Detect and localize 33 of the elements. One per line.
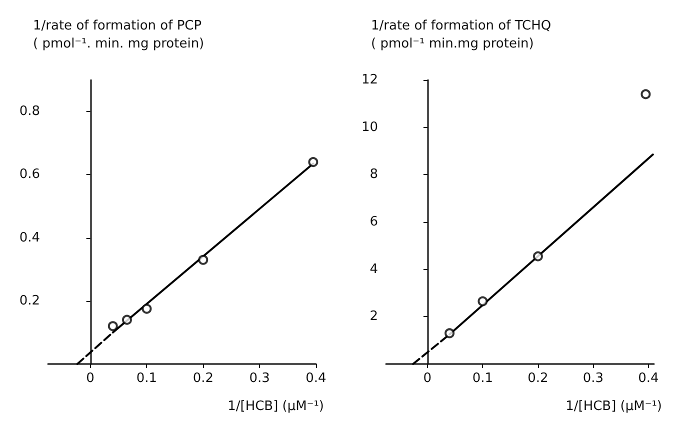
y-tick-label: 2 (370, 309, 378, 324)
x-tick-label: 0.1 (136, 371, 158, 386)
x-tick-label: 0.4 (306, 371, 326, 386)
x-tick-label: 0 (86, 371, 94, 386)
y-tick-label: 0.8 (19, 104, 40, 120)
y-axis-title: 1/rate of formation of PCP ( pmol⁻¹. min. mg protein) (33, 18, 204, 52)
x-tick-label: 0.3 (249, 371, 270, 386)
y-tick-label: 12 (361, 72, 378, 88)
x-tick-label: 0.2 (528, 371, 548, 386)
x-axis-title: 1/[HCB] (μM⁻¹) (566, 399, 662, 414)
x-tick-label: 0.3 (582, 371, 604, 386)
y-tick-label: 8 (370, 167, 378, 182)
x-tick-label: 0.1 (472, 371, 494, 386)
x-tick-label: 0 (423, 371, 432, 386)
x-tick-label: 0.4 (638, 371, 659, 386)
point (122, 314, 132, 325)
point (640, 89, 651, 100)
point (198, 254, 208, 265)
point (478, 296, 488, 306)
point (532, 251, 543, 262)
x-tick-label: 0.2 (192, 371, 214, 386)
x-axis-title: 1/[HCB] (μM⁻¹) (228, 399, 324, 414)
y-tick-label: 0.2 (19, 293, 40, 308)
y-tick-label: 0.6 (19, 167, 40, 182)
y-tick-label: 6 (370, 214, 378, 230)
point (142, 304, 152, 314)
y-tick-label: 0.4 (19, 230, 40, 246)
point (308, 157, 318, 168)
y-axis-title: 1/rate of formation of TCHQ ( pmol⁻¹ min.mg protein) (371, 18, 552, 52)
y-tick-label: 10 (361, 120, 378, 135)
point (444, 328, 455, 338)
y-tick-label: 4 (370, 262, 378, 277)
point (108, 321, 118, 332)
